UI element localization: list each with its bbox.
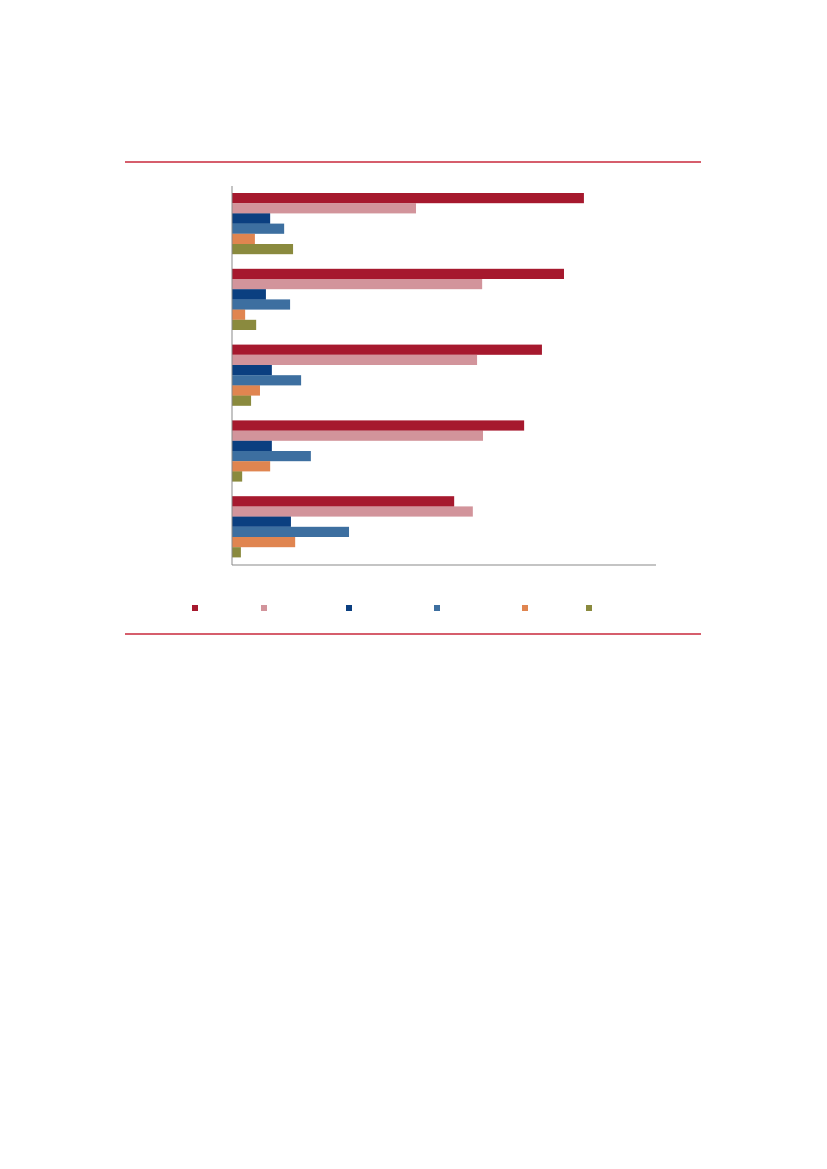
- legend-swatch: [522, 605, 528, 611]
- bar: [232, 233, 255, 244]
- bar: [232, 319, 257, 330]
- bar: [232, 289, 266, 300]
- legend-swatch: [434, 605, 440, 611]
- bar: [232, 420, 525, 431]
- bar: [232, 537, 296, 548]
- legend-swatch: [346, 605, 352, 611]
- bar: [232, 279, 483, 290]
- bar: [232, 526, 350, 537]
- bar: [232, 299, 291, 310]
- bar: [232, 268, 564, 279]
- bar: [232, 203, 417, 214]
- bar: [232, 365, 272, 376]
- bar: [232, 506, 473, 517]
- bar: [232, 309, 246, 320]
- bar: [232, 385, 260, 396]
- bar: [232, 430, 484, 441]
- bar: [232, 395, 252, 406]
- bar: [232, 451, 311, 462]
- legend-swatch: [192, 605, 198, 611]
- bar: [232, 440, 272, 451]
- bar: [232, 213, 271, 224]
- bar: [232, 496, 455, 507]
- bar: [232, 547, 241, 558]
- bar: [232, 223, 285, 234]
- bar: [232, 375, 302, 386]
- bar: [232, 471, 243, 482]
- legend-swatch: [261, 605, 267, 611]
- bar: [232, 193, 584, 204]
- bar: [232, 244, 294, 255]
- legend-swatch: [586, 605, 592, 611]
- bar: [232, 516, 291, 527]
- bar: [232, 461, 271, 472]
- bar: [232, 344, 542, 355]
- bar: [232, 354, 478, 365]
